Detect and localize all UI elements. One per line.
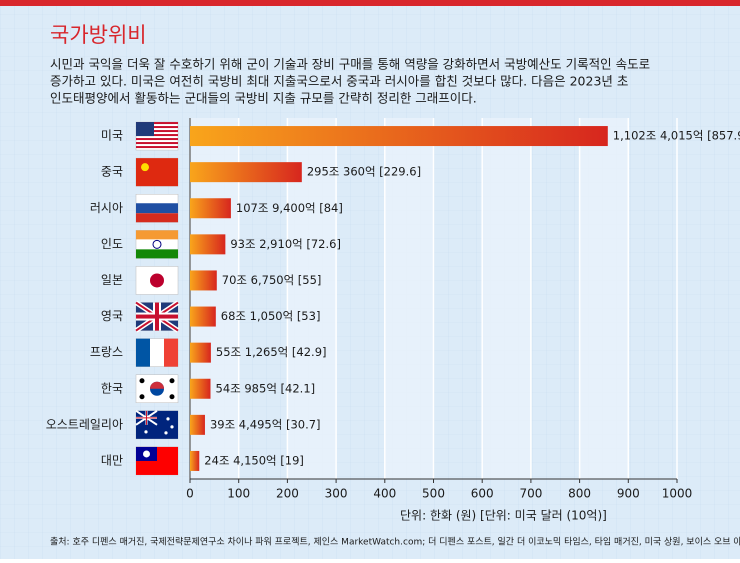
y-tick-label: 대만 (101, 453, 123, 467)
value-label: 54조 985억 [42.1] (216, 381, 316, 395)
bar (190, 450, 200, 471)
flag-part (164, 431, 168, 435)
flag-part (136, 122, 178, 125)
flag-part (136, 142, 178, 145)
y-tick-label: 미국 (101, 129, 123, 143)
flag-part (141, 163, 149, 172)
x-tick-label: 0 (186, 487, 194, 501)
flag-part (136, 249, 178, 259)
value-label: 24조 4,150억 [19] (204, 453, 304, 467)
description: 증가하고 있다. 미국은 여전히 국방비 최대 지출국으로서 중국과 러시아를 … (50, 74, 628, 89)
x-tick-label: 900 (617, 487, 640, 501)
y-tick-label: 중국 (101, 165, 123, 179)
bar (190, 234, 226, 255)
plot-stripe (579, 118, 629, 479)
flag (134, 300, 180, 333)
flag-part (170, 425, 174, 429)
chart-title: 국가방위비 (50, 23, 147, 47)
value-label: 55조 1,265억 [42.9] (216, 345, 327, 359)
flag (135, 446, 179, 476)
flag-part (139, 394, 145, 400)
flag-part (136, 130, 178, 133)
flag (135, 266, 179, 295)
flag-part (139, 378, 145, 384)
flag-part (136, 158, 178, 187)
top-bar (0, 0, 740, 6)
flag-part (136, 410, 157, 425)
value-label: 93조 2,910억 [72.6] (230, 237, 341, 251)
y-tick-label: 프랑스 (90, 345, 123, 359)
value-label: 107조 9,400억 [84] (236, 201, 343, 215)
bar (190, 306, 216, 327)
flag-part (136, 138, 178, 141)
flag-part (152, 239, 162, 249)
y-tick-label: 러시아 (90, 201, 123, 215)
x-tick-label: 1000 (662, 487, 693, 501)
flag-part (136, 203, 178, 214)
flag (135, 157, 179, 187)
value-label: 295조 360억 [229.6] (307, 165, 421, 179)
flag-part (136, 122, 154, 137)
plot-stripe (482, 118, 531, 479)
bar (190, 342, 211, 363)
flag-part (143, 450, 150, 458)
bar (190, 270, 217, 291)
description: 시민과 국익을 더욱 잘 수호하기 위해 군이 기술과 장비 구매를 통해 역량… (50, 57, 650, 72)
flag-part (166, 417, 170, 421)
flag-part (136, 230, 178, 240)
flag-part (136, 146, 178, 149)
flag-part (144, 430, 148, 434)
flag-part (136, 134, 178, 137)
value-label: 1,102조 4,015억 [857.9] (613, 129, 740, 143)
y-tick-label: 일본 (101, 273, 123, 287)
flag (135, 121, 179, 151)
flag (135, 230, 179, 259)
x-tick-label: 600 (471, 487, 494, 501)
x-tick-label: 300 (325, 487, 348, 501)
flag-part (136, 314, 178, 319)
x-tick-label: 100 (227, 487, 250, 501)
flag-part (150, 273, 164, 288)
value-label: 39조 4,495억 [30.7] (210, 417, 321, 431)
flag-part (136, 213, 178, 223)
bar (190, 198, 231, 219)
flag-part (150, 381, 164, 389)
flag-part (164, 338, 178, 367)
axis-title: 단위: 한화 (원) [단위: 미국 달러 (10억)] (400, 509, 607, 523)
x-tick-label: 700 (519, 487, 542, 501)
value-label: 68조 1,050억 [53] (221, 309, 321, 323)
y-tick-label: 한국 (101, 381, 123, 395)
y-tick-label: 인도 (101, 237, 123, 251)
x-tick-label: 200 (276, 487, 299, 501)
description: 인도태평양에서 활동하는 군대들의 국방비 지출 규모를 간략히 정리한 그래프… (50, 91, 477, 106)
source: 출처: 호주 디펜스 매거진, 국제전략문제연구소 차이나 파워 프로젝트, 제… (50, 536, 740, 548)
y-tick-label: 오스트레일리아 (46, 417, 123, 431)
x-tick-label: 500 (422, 487, 445, 501)
flag-part (169, 394, 175, 400)
bar (190, 378, 211, 399)
flag (135, 338, 179, 367)
flag-part (136, 126, 178, 129)
flag-part (136, 338, 150, 367)
plot-stripe (384, 118, 434, 479)
flag-part (169, 378, 175, 384)
y-tick-label: 영국 (101, 309, 123, 323)
flag (135, 194, 179, 223)
bar (190, 162, 302, 183)
x-tick-label: 400 (373, 487, 396, 501)
bar (190, 414, 205, 435)
x-tick-label: 800 (568, 487, 591, 501)
value-label: 70조 6,750억 [55] (222, 273, 322, 287)
flag (135, 374, 179, 403)
bar (190, 126, 608, 147)
flag (135, 410, 179, 440)
